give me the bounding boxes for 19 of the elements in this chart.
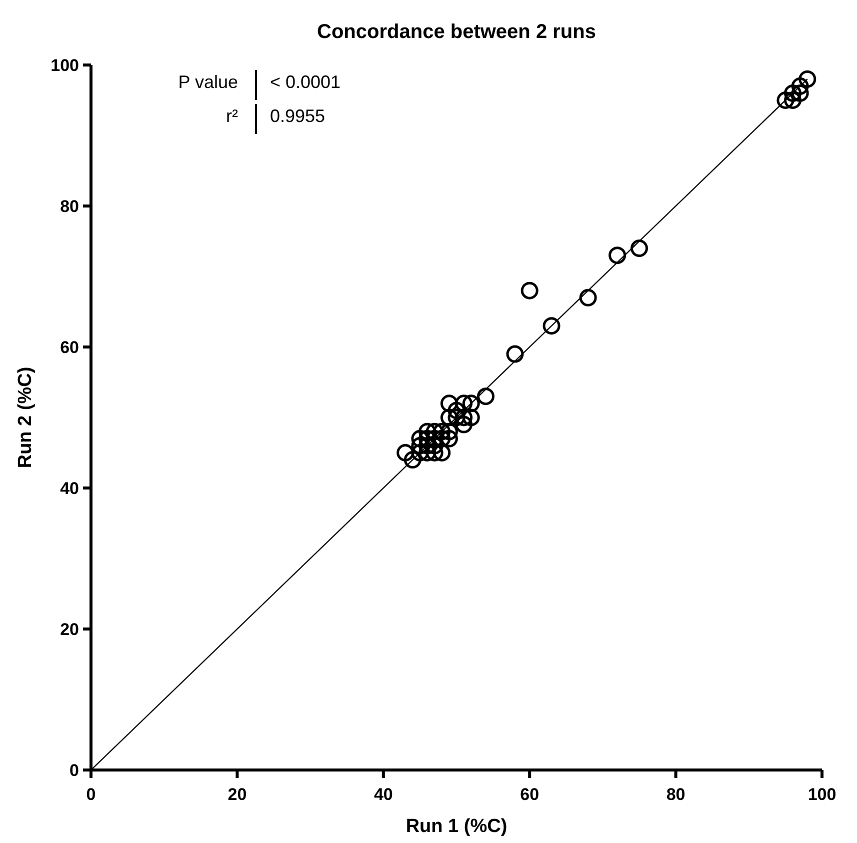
- annotation: < 0.0001: [270, 72, 341, 92]
- y-tick-label: 80: [60, 197, 79, 216]
- annotation: 0.9955: [270, 106, 326, 126]
- x-tick-label: 100: [808, 785, 836, 804]
- x-tick-label: 40: [374, 785, 393, 804]
- x-tick-label: 60: [520, 785, 540, 804]
- x-tick-label: 80: [666, 785, 686, 804]
- y-tick-label: 60: [60, 338, 79, 357]
- x-tick-label: 20: [228, 785, 247, 804]
- annotation: r²: [226, 106, 238, 126]
- chart-title: Concordance between 2 runs: [317, 21, 596, 43]
- x-axis-title: Run 1 (%C): [406, 816, 508, 837]
- annotation: P value: [178, 72, 238, 92]
- y-tick-label: 40: [60, 479, 79, 498]
- x-tick-label: 0: [86, 785, 96, 804]
- y-tick-label: 0: [70, 761, 79, 780]
- y-axis-title: Run 2 (%C): [15, 366, 36, 468]
- y-tick-label: 100: [50, 56, 79, 75]
- y-tick-label: 20: [60, 620, 79, 639]
